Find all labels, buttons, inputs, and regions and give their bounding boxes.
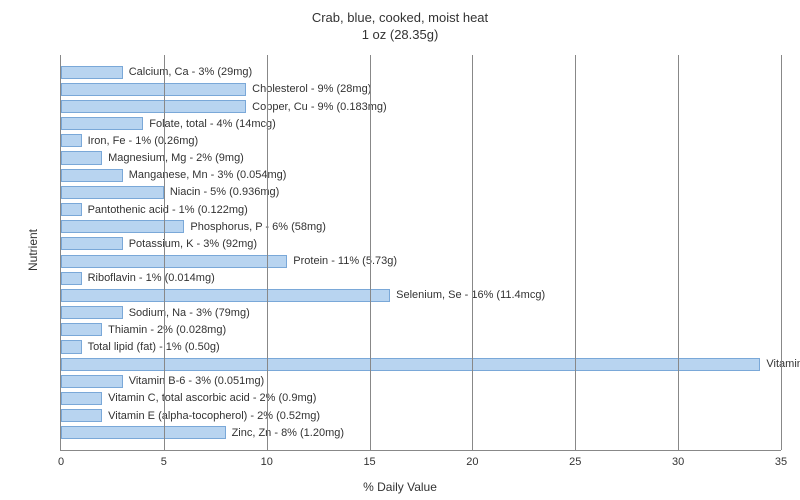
bar bbox=[61, 100, 246, 113]
bar bbox=[61, 375, 123, 388]
bar-label: Niacin - 5% (0.936mg) bbox=[166, 186, 279, 198]
bar bbox=[61, 169, 123, 182]
bar-label: Calcium, Ca - 3% (29mg) bbox=[125, 66, 252, 78]
bar-label: Thiamin - 2% (0.028mg) bbox=[104, 324, 226, 336]
bar-label: Magnesium, Mg - 2% (9mg) bbox=[104, 152, 244, 164]
bar bbox=[61, 66, 123, 79]
bar-label: Vitamin E (alpha-tocopherol) - 2% (0.52m… bbox=[104, 410, 320, 422]
bar bbox=[61, 255, 287, 268]
title-line-1: Crab, blue, cooked, moist heat bbox=[312, 10, 488, 25]
bar bbox=[61, 220, 184, 233]
bar-row: Calcium, Ca - 3% (29mg) bbox=[61, 64, 781, 81]
bar-label: Selenium, Se - 16% (11.4mcg) bbox=[392, 289, 545, 301]
bar-row: Pantothenic acid - 1% (0.122mg) bbox=[61, 201, 781, 218]
x-tick-label: 15 bbox=[363, 456, 375, 468]
bar bbox=[61, 237, 123, 250]
gridline bbox=[472, 55, 473, 450]
x-axis-label: % Daily Value bbox=[0, 480, 800, 494]
bar-row: Folate, total - 4% (14mcg) bbox=[61, 115, 781, 132]
bar bbox=[61, 83, 246, 96]
bar bbox=[61, 358, 760, 371]
bar bbox=[61, 323, 102, 336]
bar-label: Potassium, K - 3% (92mg) bbox=[125, 238, 257, 250]
bar-row: Niacin - 5% (0.936mg) bbox=[61, 184, 781, 201]
bar-row: Zinc, Zn - 8% (1.20mg) bbox=[61, 424, 781, 441]
bar-row: Selenium, Se - 16% (11.4mcg) bbox=[61, 287, 781, 304]
gridline bbox=[164, 55, 165, 450]
bar-row: Sodium, Na - 3% (79mg) bbox=[61, 304, 781, 321]
bar-row: Magnesium, Mg - 2% (9mg) bbox=[61, 149, 781, 166]
bar-row: Iron, Fe - 1% (0.26mg) bbox=[61, 132, 781, 149]
gridline bbox=[781, 55, 782, 450]
bar bbox=[61, 117, 143, 130]
x-tick-label: 5 bbox=[161, 456, 167, 468]
chart-container: Crab, blue, cooked, moist heat 1 oz (28.… bbox=[0, 0, 800, 500]
gridline bbox=[575, 55, 576, 450]
bar-label: Vitamin C, total ascorbic acid - 2% (0.9… bbox=[104, 392, 316, 404]
bar-row: Vitamin C, total ascorbic acid - 2% (0.9… bbox=[61, 390, 781, 407]
bar-label: Vitamin B-6 - 3% (0.051mg) bbox=[125, 375, 265, 387]
x-tick-label: 35 bbox=[775, 456, 787, 468]
bar-label: Zinc, Zn - 8% (1.20mg) bbox=[228, 427, 344, 439]
x-tick-label: 0 bbox=[58, 456, 64, 468]
bar-row: Vitamin E (alpha-tocopherol) - 2% (0.52m… bbox=[61, 407, 781, 424]
y-axis-label: Nutrient bbox=[26, 229, 40, 271]
bar-row: Phosphorus, P - 6% (58mg) bbox=[61, 218, 781, 235]
bar-label: Riboflavin - 1% (0.014mg) bbox=[84, 272, 215, 284]
bar bbox=[61, 272, 82, 285]
bars-group: Calcium, Ca - 3% (29mg) Cholesterol - 9% … bbox=[61, 55, 781, 450]
bar-row: Thiamin - 2% (0.028mg) bbox=[61, 321, 781, 338]
gridline bbox=[267, 55, 268, 450]
x-tick-label: 30 bbox=[672, 456, 684, 468]
bar-row: Total lipid (fat) - 1% (0.50g) bbox=[61, 338, 781, 355]
bar bbox=[61, 203, 82, 216]
x-tick-label: 25 bbox=[569, 456, 581, 468]
bar bbox=[61, 134, 82, 147]
title-line-2: 1 oz (28.35g) bbox=[362, 27, 439, 42]
chart-title: Crab, blue, cooked, moist heat 1 oz (28.… bbox=[0, 0, 800, 44]
bar bbox=[61, 426, 226, 439]
bar-label: Manganese, Mn - 3% (0.054mg) bbox=[125, 169, 287, 181]
x-tick-label: 10 bbox=[261, 456, 273, 468]
bar bbox=[61, 392, 102, 405]
bar bbox=[61, 186, 164, 199]
plot-area: Calcium, Ca - 3% (29mg) Cholesterol - 9% … bbox=[60, 55, 781, 451]
bar-label: Pantothenic acid - 1% (0.122mg) bbox=[84, 204, 248, 216]
bar-row: Manganese, Mn - 3% (0.054mg) bbox=[61, 167, 781, 184]
bar-row: Potassium, K - 3% (92mg) bbox=[61, 235, 781, 252]
gridline bbox=[678, 55, 679, 450]
bar-row: Copper, Cu - 9% (0.183mg) bbox=[61, 98, 781, 115]
x-tick-label: 20 bbox=[466, 456, 478, 468]
bar-label: Copper, Cu - 9% (0.183mg) bbox=[248, 101, 387, 113]
bar-label: Iron, Fe - 1% (0.26mg) bbox=[84, 135, 199, 147]
bar-row: Protein - 11% (5.73g) bbox=[61, 253, 781, 270]
bar-label: Sodium, Na - 3% (79mg) bbox=[125, 307, 250, 319]
bar-row: Vitamin B-6 - 3% (0.051mg) bbox=[61, 373, 781, 390]
bar bbox=[61, 340, 82, 353]
bar-row: Cholesterol - 9% (28mg) bbox=[61, 81, 781, 98]
bar bbox=[61, 289, 390, 302]
bar-row: Riboflavin - 1% (0.014mg) bbox=[61, 270, 781, 287]
bar bbox=[61, 151, 102, 164]
bar bbox=[61, 409, 102, 422]
bar-row: Vitamin B-12 - 34% (2.07mcg) bbox=[61, 356, 781, 373]
bar-label: Protein - 11% (5.73g) bbox=[289, 255, 397, 267]
bar-label: Phosphorus, P - 6% (58mg) bbox=[186, 221, 326, 233]
bar bbox=[61, 306, 123, 319]
bar-label: Total lipid (fat) - 1% (0.50g) bbox=[84, 341, 220, 353]
bar-label: Folate, total - 4% (14mcg) bbox=[145, 118, 276, 130]
gridline bbox=[370, 55, 371, 450]
